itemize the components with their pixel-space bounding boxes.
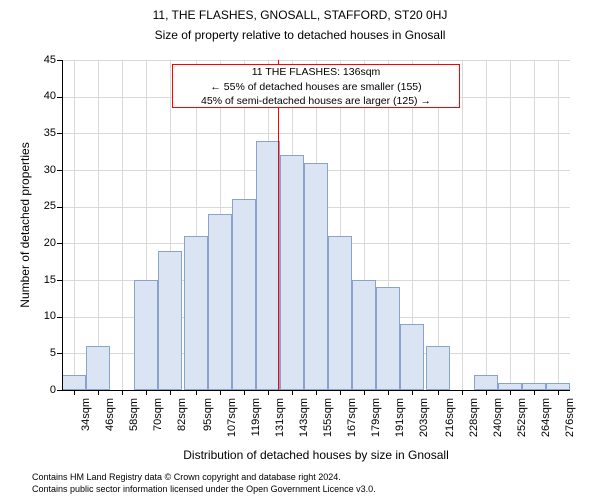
y-tick-label: 10 [32, 310, 56, 322]
grid-line [122, 60, 123, 390]
grid-line [558, 60, 559, 390]
histogram-bar [498, 383, 522, 390]
annotation-box: 11 THE FLASHES: 136sqm← 55% of detached … [172, 64, 460, 108]
histogram-bar [280, 155, 304, 390]
histogram-bar [184, 236, 208, 390]
y-tick-label: 20 [32, 237, 56, 249]
x-tick-label: 95sqm [202, 398, 214, 458]
x-tick-label: 167sqm [346, 398, 358, 458]
histogram-bar [158, 251, 182, 390]
y-tick-label: 15 [32, 274, 56, 286]
annotation-text: 11 THE FLASHES: 136sqm [173, 65, 459, 80]
histogram-bar [208, 214, 232, 390]
y-tick-label: 5 [32, 347, 56, 359]
x-tick-label: 228sqm [468, 398, 480, 458]
y-tick-label: 25 [32, 200, 56, 212]
y-tick-label: 35 [32, 127, 56, 139]
y-axis-line [62, 60, 63, 390]
footer-line-2: Contains public sector information licen… [32, 484, 376, 494]
footer-line-1: Contains HM Land Registry data © Crown c… [32, 472, 341, 482]
x-tick-label: 131sqm [274, 398, 286, 458]
x-tick-label: 179sqm [370, 398, 382, 458]
x-tick-label: 203sqm [418, 398, 430, 458]
grid-line [510, 60, 511, 390]
x-tick-label: 264sqm [540, 398, 552, 458]
grid-line [74, 60, 75, 390]
histogram-bar [474, 375, 498, 390]
chart-title: 11, THE FLASHES, GNOSALL, STAFFORD, ST20… [0, 8, 600, 22]
x-tick-label: 276sqm [564, 398, 576, 458]
x-tick-label: 58sqm [128, 398, 140, 458]
y-tick-label: 0 [32, 384, 56, 396]
x-tick-label: 82sqm [176, 398, 188, 458]
plot-area: 11 THE FLASHES: 136sqm← 55% of detached … [62, 60, 570, 390]
histogram-bar [328, 236, 352, 390]
histogram-bar [86, 346, 110, 390]
x-tick-label: 216sqm [444, 398, 456, 458]
x-tick-label: 46sqm [104, 398, 116, 458]
chart-subtitle: Size of property relative to detached ho… [0, 28, 600, 42]
marker-line [278, 60, 279, 390]
x-tick-label: 155sqm [322, 398, 334, 458]
histogram-bar [352, 280, 376, 390]
grid-line [438, 60, 439, 390]
x-axis-line [62, 390, 570, 391]
y-tick-label: 40 [32, 90, 56, 102]
histogram-bar [426, 346, 450, 390]
x-tick-label: 240sqm [492, 398, 504, 458]
histogram-bar [546, 383, 570, 390]
histogram-bar [376, 287, 400, 390]
x-tick-label: 34sqm [80, 398, 92, 458]
grid-line [534, 60, 535, 390]
grid-line [462, 60, 463, 390]
y-tick-label: 45 [32, 54, 56, 66]
x-tick-label: 119sqm [250, 398, 262, 458]
histogram-bar [134, 280, 158, 390]
grid-line [98, 60, 99, 390]
x-tick-label: 107sqm [226, 398, 238, 458]
histogram-bar [256, 141, 280, 390]
x-tick-label: 191sqm [394, 398, 406, 458]
y-tick-label: 30 [32, 164, 56, 176]
chart-container: { "chart": { "type": "histogram", "title… [0, 0, 600, 500]
x-tick-label: 143sqm [298, 398, 310, 458]
histogram-bar [400, 324, 424, 390]
histogram-bar [232, 199, 256, 390]
histogram-bar [62, 375, 86, 390]
x-tick-label: 70sqm [152, 398, 164, 458]
histogram-bar [304, 163, 328, 390]
grid-line [486, 60, 487, 390]
y-axis-label: Number of detached properties [18, 60, 32, 390]
annotation-text: 45% of semi-detached houses are larger (… [173, 94, 459, 109]
x-tick-label: 252sqm [516, 398, 528, 458]
annotation-text: ← 55% of detached houses are smaller (15… [173, 80, 459, 95]
histogram-bar [522, 383, 546, 390]
